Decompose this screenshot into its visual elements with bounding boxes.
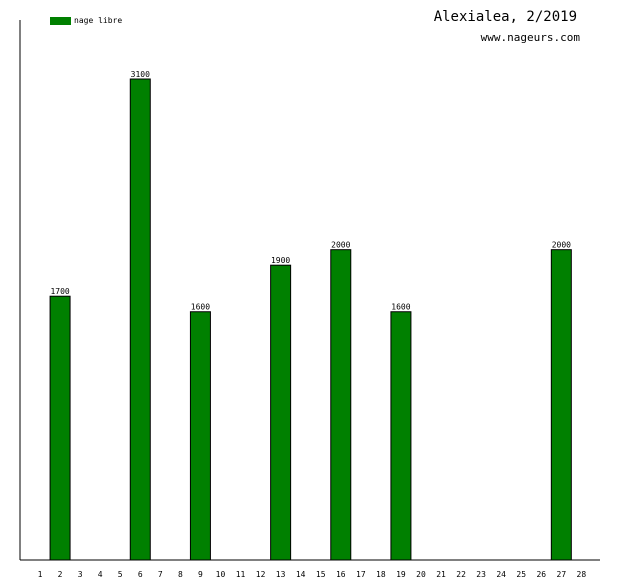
bar-value-label: 1700 xyxy=(50,287,69,296)
x-tick-label: 12 xyxy=(256,570,266,579)
bar-value-label: 3100 xyxy=(131,70,150,79)
x-tick-label: 22 xyxy=(456,570,466,579)
x-tick-label: 26 xyxy=(536,570,546,579)
chart-subtitle: www.nageurs.com xyxy=(480,31,580,44)
x-tick-label: 8 xyxy=(178,570,183,579)
x-tick-label: 10 xyxy=(216,570,226,579)
x-tick-label: 20 xyxy=(416,570,426,579)
x-tick-label: 11 xyxy=(236,570,246,579)
chart-title: Alexialea, 2/2019 xyxy=(433,9,577,25)
x-tick-label: 21 xyxy=(436,570,446,579)
bar xyxy=(550,249,572,561)
bars-group xyxy=(49,78,572,561)
x-tick-label: 6 xyxy=(138,570,143,579)
x-tick-label: 13 xyxy=(276,570,286,579)
legend-swatch xyxy=(50,16,71,25)
x-tick-label: 5 xyxy=(118,570,123,579)
bar-value-label: 1600 xyxy=(391,303,410,312)
bar xyxy=(390,311,412,561)
x-tick-label: 24 xyxy=(496,570,506,579)
bar xyxy=(129,78,151,561)
x-tick-label: 25 xyxy=(516,570,526,579)
bar xyxy=(49,295,71,561)
x-tick-label: 9 xyxy=(198,570,203,579)
x-tick-label: 27 xyxy=(557,570,567,579)
bar-value-label: 1600 xyxy=(191,303,210,312)
x-tick-labels-group: 1 2 3 4 5 6 7 8 9 10 11 12 13 14 15 16 17 18 19 20 21 22 23 24 2… xyxy=(38,570,587,579)
bar-value-label: 1900 xyxy=(271,256,290,265)
x-tick-label: 15 xyxy=(316,570,326,579)
x-tick-label: 3 xyxy=(78,570,83,579)
bar-value-label: 2000 xyxy=(331,241,350,250)
legend-label: nage libre xyxy=(74,16,123,25)
x-tick-label: 28 xyxy=(577,570,587,579)
x-tick-label: 2 xyxy=(58,570,63,579)
x-tick-label: 17 xyxy=(356,570,366,579)
x-tick-label: 1 xyxy=(38,570,43,579)
bar xyxy=(330,249,352,561)
legend: nage libre xyxy=(50,16,122,25)
bar xyxy=(189,311,211,561)
x-tick-label: 4 xyxy=(98,570,103,579)
x-tick-label: 19 xyxy=(396,570,406,579)
x-tick-label: 14 xyxy=(296,570,306,579)
value-labels-group: 1700 3100 1600 1900 2000 1600 2000 xyxy=(50,70,571,312)
bar-value-label: 2000 xyxy=(552,241,571,250)
x-tick-label: 7 xyxy=(158,570,163,579)
x-tick-label: 18 xyxy=(376,570,386,579)
bar xyxy=(270,264,292,561)
x-tick-label: 16 xyxy=(336,570,346,579)
x-tick-label: 23 xyxy=(476,570,486,579)
